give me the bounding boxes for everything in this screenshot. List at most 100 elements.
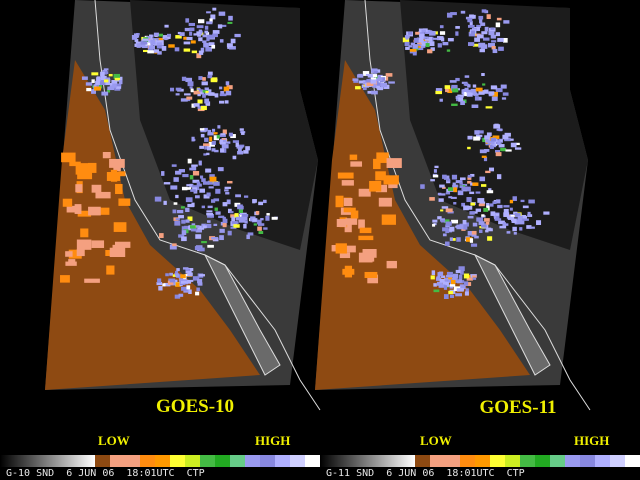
low-cloud — [331, 245, 339, 252]
cloud-pixel — [367, 90, 373, 94]
cloud-pixel — [466, 89, 471, 93]
cloud-pixel — [203, 42, 209, 48]
panel-title: GOES-10 — [156, 396, 234, 417]
cloud-pixel — [370, 79, 377, 84]
cloud-pixel — [196, 287, 200, 292]
cloud-pixel — [362, 86, 367, 91]
cloud-pixel — [485, 221, 490, 225]
cloud-pixel — [226, 43, 233, 48]
cloud-pixel — [175, 282, 180, 287]
cloud-pixel — [495, 32, 501, 37]
cloud-pixel — [458, 266, 465, 272]
cloud-pixel — [235, 142, 239, 148]
cloud-pixel — [159, 233, 164, 239]
cloud-pixel — [220, 133, 226, 136]
cloud-pixel — [460, 177, 466, 181]
cloud-pixel — [445, 230, 450, 234]
cloud-pixel — [176, 268, 180, 272]
low-label: LOW — [98, 433, 130, 448]
cloud-pixel — [196, 25, 204, 29]
cloud-pixel — [529, 226, 535, 229]
cloud-pixel — [226, 85, 233, 90]
cloud-pixel — [207, 244, 214, 248]
cloud-pixel — [437, 272, 444, 277]
cloud-pixel — [433, 289, 440, 293]
cloud-pixel — [496, 199, 501, 204]
cloud-pixel — [465, 288, 469, 292]
cloud-pixel — [420, 184, 425, 189]
cloud-pixel — [180, 274, 186, 279]
cloud-pixel — [169, 244, 177, 250]
cloud-pixel — [467, 17, 473, 23]
cloud-pixel — [494, 150, 501, 153]
cloud-pixel — [209, 136, 213, 142]
cloud-pixel — [223, 86, 230, 92]
cloud-pixel — [198, 89, 203, 92]
cloud-pixel — [103, 68, 109, 71]
cloud-pixel — [511, 218, 517, 224]
low-cloud — [375, 184, 388, 193]
cloud-pixel — [468, 32, 476, 37]
cloud-pixel — [241, 215, 248, 221]
cloud-pixel — [513, 231, 517, 235]
cloud-pixel — [437, 43, 442, 48]
low-cloud — [341, 180, 354, 186]
cloud-pixel — [497, 204, 503, 209]
cloud-pixel — [474, 37, 480, 42]
cloud-pixel — [219, 93, 227, 97]
cloud-pixel — [478, 90, 485, 95]
cloud-pixel — [446, 271, 453, 276]
cloud-pixel — [462, 225, 468, 230]
cloud-pixel — [205, 168, 212, 173]
cloud-pixel — [478, 221, 485, 225]
cloud-pixel — [472, 275, 477, 278]
cloud-pixel — [435, 277, 442, 281]
cloud-pixel — [458, 97, 464, 102]
cloud-pixel — [119, 80, 123, 85]
cloud-pixel — [461, 202, 466, 207]
footer-label: G-11 SND 6 JUN 06 18:01UTC CTP — [326, 468, 525, 479]
cloud-pixel — [190, 225, 196, 229]
cloud-pixel — [257, 219, 262, 225]
cloud-pixel — [228, 132, 233, 137]
cloud-pixel — [220, 148, 225, 153]
cloud-pixel — [486, 132, 492, 136]
cloud-pixel — [180, 98, 188, 102]
cloud-pixel — [487, 236, 493, 241]
cloud-pixel — [490, 137, 497, 142]
cloud-pixel — [258, 201, 264, 206]
cloud-pixel — [212, 132, 217, 135]
cloud-pixel — [446, 49, 451, 52]
cloud-pixel — [152, 37, 159, 41]
cloud-pixel — [189, 86, 193, 89]
low-cloud — [381, 214, 396, 225]
cloud-pixel — [196, 225, 200, 228]
low-label: LOW — [420, 433, 452, 448]
cloud-pixel — [487, 43, 495, 48]
cloud-pixel — [451, 219, 459, 224]
cloud-pixel — [211, 140, 216, 145]
cloud-pixel — [201, 205, 206, 209]
cloud-pixel — [421, 36, 429, 39]
cloud-pixel — [492, 135, 500, 139]
cloud-pixel — [446, 179, 451, 184]
cloud-pixel — [238, 208, 244, 213]
cloud-pixel — [458, 274, 463, 280]
cloud-pixel — [213, 198, 220, 202]
cloud-pixel — [179, 32, 185, 37]
cloud-pixel — [191, 103, 196, 108]
cloud-pixel — [439, 98, 443, 102]
satellite-panel — [315, 0, 591, 411]
cloud-pixel — [100, 75, 107, 81]
cloud-pixel — [459, 185, 463, 188]
cloud-pixel — [203, 194, 210, 199]
low-cloud — [359, 227, 372, 234]
cloud-pixel — [198, 19, 205, 24]
cloud-pixel — [507, 216, 515, 220]
cloud-pixel — [421, 29, 426, 33]
cloud-pixel — [490, 85, 497, 90]
cloud-pixel — [218, 11, 226, 16]
cloud-pixel — [172, 243, 177, 247]
cloud-pixel — [263, 199, 267, 204]
cloud-pixel — [443, 294, 449, 300]
